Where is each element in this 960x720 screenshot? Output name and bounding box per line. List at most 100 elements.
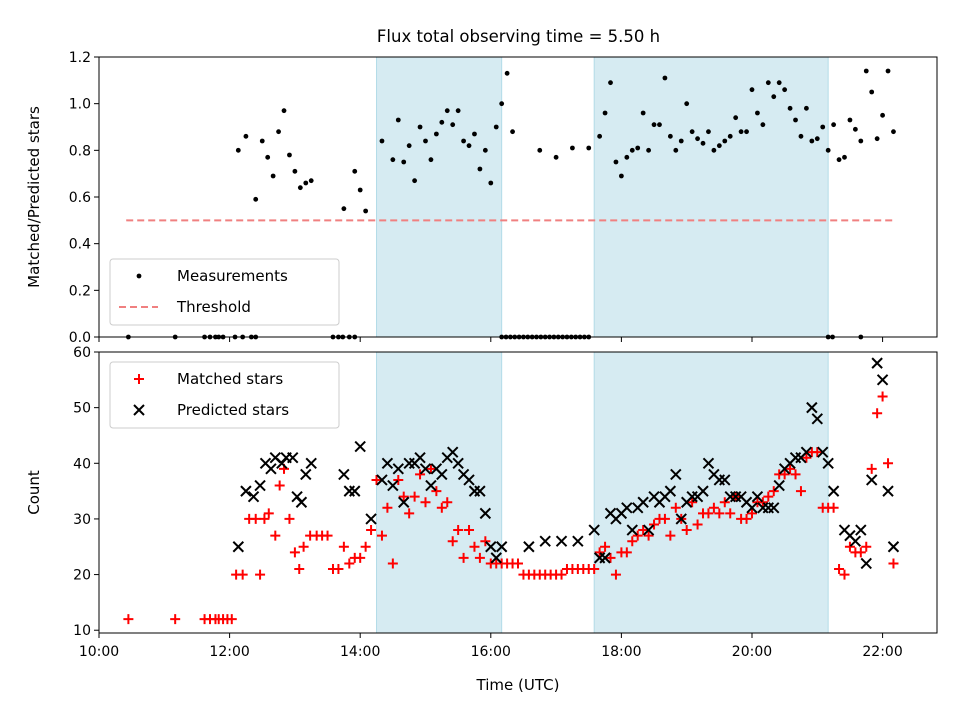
matched-star-point xyxy=(226,614,237,625)
matched-star-point xyxy=(681,525,692,536)
measurement-point xyxy=(814,136,820,142)
y-tick-label: 0.8 xyxy=(69,143,91,159)
measurement-point xyxy=(793,117,798,123)
matched-star-point xyxy=(785,463,796,474)
y-axis-label: Count xyxy=(25,470,43,515)
predicted-star-point xyxy=(365,513,377,525)
predicted-star-point xyxy=(773,479,785,492)
predicted-star-point xyxy=(751,490,764,503)
measurement-point xyxy=(537,147,543,153)
predicted-star-point xyxy=(626,524,638,536)
matched-star-point xyxy=(779,469,790,480)
measurement-point xyxy=(482,147,488,153)
predicted-star-point xyxy=(338,468,350,481)
measurement-point xyxy=(776,80,782,86)
matched-star-point xyxy=(600,541,611,552)
measurement-point xyxy=(771,94,777,100)
measurement-point xyxy=(466,143,472,149)
matched-star-point xyxy=(801,452,812,463)
x-tick-label: 14:00 xyxy=(340,644,380,660)
measurement-point xyxy=(499,101,505,107)
predicted-star-point xyxy=(697,485,709,497)
matched-star-point xyxy=(643,530,654,541)
measurement-point xyxy=(657,122,662,128)
measurement-point xyxy=(341,206,347,212)
matched-star-point xyxy=(270,530,281,541)
measurement-point xyxy=(292,168,298,174)
count-panel: 10 20 30 40 50 60 10:00 12:00 14:00 16:00 18:00 20:… xyxy=(25,345,938,694)
matched-star-point xyxy=(322,530,333,541)
matched-star-point xyxy=(659,513,670,524)
matched-star-point xyxy=(763,491,774,502)
measurement-point xyxy=(749,87,755,93)
legend-label: Predicted stars xyxy=(177,401,289,419)
observing-window-shade xyxy=(376,56,503,338)
predicted-star-point xyxy=(871,357,883,369)
matched-star-point xyxy=(746,508,757,519)
matched-star-point xyxy=(259,513,270,524)
measurement-point xyxy=(885,68,891,74)
predicted-star-point xyxy=(485,541,497,553)
measurement-point xyxy=(624,154,630,160)
predicted-star-point xyxy=(392,463,404,475)
matched-star-point xyxy=(795,486,806,497)
measurement-point xyxy=(586,145,592,151)
predicted-star-point xyxy=(882,485,894,497)
matched-star-point xyxy=(274,480,285,491)
matched-star-point xyxy=(725,508,736,519)
measurement-point xyxy=(695,136,700,142)
measurement-point xyxy=(428,157,434,163)
matched-star-point xyxy=(123,614,134,625)
predicted-star-point xyxy=(479,507,492,520)
matched-star-point xyxy=(442,497,453,508)
predicted-star-point xyxy=(343,485,356,497)
matched-star-point xyxy=(866,463,877,474)
measurement-point xyxy=(553,154,559,160)
matched-star-point xyxy=(431,486,442,497)
measurement-point xyxy=(423,138,428,144)
measurement-point xyxy=(869,89,875,95)
matched-star-point xyxy=(415,469,426,480)
predicted-star-point xyxy=(452,457,464,469)
predicted-star-point xyxy=(254,479,266,492)
measurement-point xyxy=(727,133,733,139)
measurement-point xyxy=(618,173,624,179)
matched-star-point xyxy=(877,391,888,402)
observing-window-shade xyxy=(593,56,829,338)
measurement-point xyxy=(635,145,641,151)
measurement-point xyxy=(831,122,837,128)
measurement-point xyxy=(880,112,885,118)
matched-star-point xyxy=(338,541,349,552)
matched-star-point xyxy=(757,497,768,508)
matched-star-point xyxy=(366,525,377,536)
matched-star-point xyxy=(355,552,366,563)
matched-star-point xyxy=(741,513,752,524)
matched-star-point xyxy=(289,547,300,558)
predicted-star-point xyxy=(419,463,432,475)
measurement-point xyxy=(629,147,635,153)
measurement-point xyxy=(417,124,423,130)
measurement-point xyxy=(597,133,603,139)
legend-box xyxy=(109,258,340,326)
measurement-point xyxy=(472,131,477,137)
x-tick-label: 10:00 xyxy=(79,644,119,660)
y-tick-label: 0.4 xyxy=(69,237,91,253)
legend-box xyxy=(109,361,340,429)
measurement-point xyxy=(738,129,744,135)
predicted-star-point xyxy=(588,524,600,536)
matched-star-point xyxy=(344,558,355,569)
matched-star-point xyxy=(387,558,398,569)
matched-star-point xyxy=(237,569,248,580)
y-tick-label: 1.2 xyxy=(69,50,91,66)
measurement-point xyxy=(700,140,706,146)
matched-star-point xyxy=(480,536,491,547)
matched-star-point xyxy=(621,547,632,558)
predicted-star-point xyxy=(265,463,277,475)
measurement-point xyxy=(461,138,466,144)
measurement-point xyxy=(684,101,690,107)
legend-predicted-swatch xyxy=(133,404,145,416)
matched-star-point xyxy=(464,525,475,536)
predicted-star-point xyxy=(354,440,366,453)
measurement-point xyxy=(755,110,760,116)
measurement-point xyxy=(825,147,831,153)
